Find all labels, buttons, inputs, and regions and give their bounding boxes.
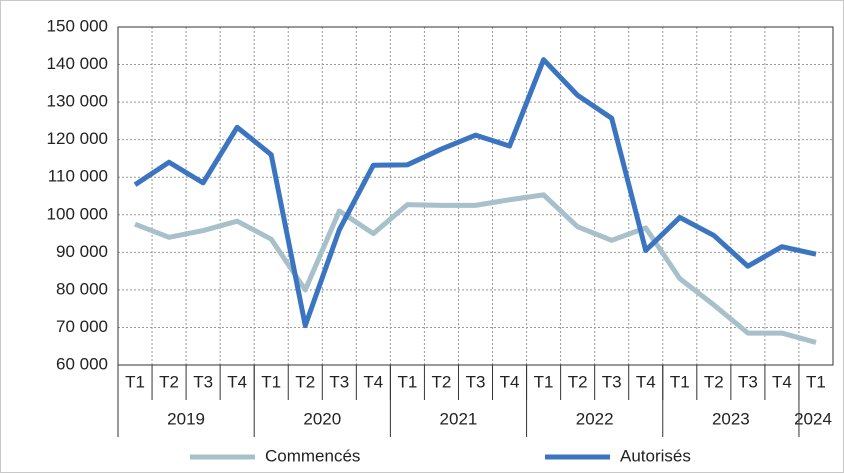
y-tick-label: 60 000 [56,354,108,373]
y-tick-label: 110 000 [48,167,108,186]
y-tick-label: 120 000 [47,129,108,148]
x-tick-label: T4 [772,372,792,391]
y-tick-label: 90 000 [56,242,108,261]
x-tick-label: T2 [568,372,588,391]
x-tick-label: T3 [602,372,622,391]
x-tick-label: T4 [363,372,383,391]
x-tick-label: T2 [704,372,724,391]
x-group-label: 2020 [303,409,341,428]
x-tick-label: T3 [738,372,758,391]
series-line [134,192,817,345]
x-tick-label: T3 [329,372,349,391]
x-tick-label: T1 [670,372,690,391]
y-tick-label: 80 000 [56,279,108,298]
x-tick-label: T3 [193,372,213,391]
x-tick-label: T2 [432,372,452,391]
y-tick-label: 140 000 [47,54,108,73]
x-group-label: 2022 [576,409,614,428]
x-tick-label: T1 [397,372,417,391]
y-tick-label: 130 000 [47,92,108,111]
y-tick-label: 70 000 [56,317,108,336]
x-tick-label: T1 [534,372,554,391]
legend-label: Autorisés [620,446,691,465]
x-tick-label: T2 [159,372,179,391]
x-tick-label: T4 [636,372,656,391]
x-tick-label: T3 [466,372,486,391]
legend-label: Commencés [265,446,360,465]
plot-border [117,26,834,366]
x-group-label: 2021 [440,409,478,428]
x-tick-label: T2 [295,372,315,391]
x-group-label: 2024 [794,409,832,428]
series-line [133,57,817,329]
x-tick-label: T4 [227,372,247,391]
x-tick-label: T4 [500,372,520,391]
x-tick-label: T1 [261,372,281,391]
x-group-label: 2023 [712,409,750,428]
y-tick-label: 100 000 [47,204,108,223]
x-tick-label: T1 [125,372,145,391]
x-group-label: 2019 [167,409,205,428]
x-tick-label: T1 [806,372,826,391]
y-tick-label: 150 000 [47,16,108,35]
